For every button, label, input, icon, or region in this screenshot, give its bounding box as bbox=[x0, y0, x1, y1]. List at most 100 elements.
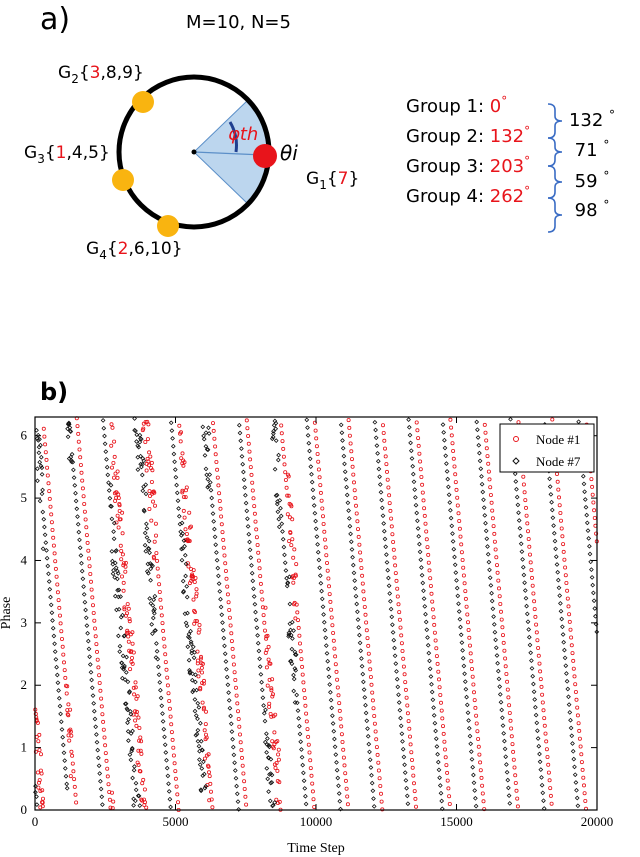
point-node-7 bbox=[136, 444, 142, 450]
point-node-1 bbox=[321, 522, 326, 527]
point-node-7 bbox=[66, 420, 72, 426]
point-node-1 bbox=[547, 778, 552, 783]
point-node-7 bbox=[336, 791, 342, 796]
point-node-7 bbox=[549, 499, 554, 505]
point-node-7 bbox=[57, 703, 63, 709]
point-node-1 bbox=[407, 726, 412, 731]
point-node-1 bbox=[447, 801, 452, 806]
point-node-7 bbox=[566, 702, 572, 707]
point-node-1 bbox=[561, 549, 566, 554]
point-node-7 bbox=[289, 661, 295, 667]
point-node-1 bbox=[118, 517, 123, 522]
point-node-1 bbox=[167, 706, 172, 711]
point-node-7 bbox=[497, 684, 503, 689]
point-node-1 bbox=[166, 691, 171, 696]
point-node-7 bbox=[80, 576, 86, 582]
point-node-1 bbox=[351, 472, 356, 477]
point-node-7 bbox=[562, 647, 567, 653]
point-node-7 bbox=[116, 633, 121, 639]
point-node-1 bbox=[283, 478, 288, 483]
point-node-7 bbox=[400, 739, 405, 744]
point-node-7 bbox=[255, 633, 260, 638]
point-node-1 bbox=[286, 493, 291, 498]
point-node-7 bbox=[37, 459, 43, 465]
point-node-1 bbox=[116, 496, 121, 501]
phi-angle-arc bbox=[228, 121, 238, 153]
point-node-7 bbox=[375, 451, 380, 456]
point-node-1 bbox=[170, 737, 175, 742]
point-node-7 bbox=[134, 439, 139, 444]
point-node-7 bbox=[138, 436, 144, 442]
point-node-1 bbox=[397, 610, 402, 615]
point-node-7 bbox=[557, 593, 563, 598]
point-node-7 bbox=[485, 551, 491, 557]
y-tick-label: 2 bbox=[21, 677, 28, 692]
point-node-1 bbox=[336, 693, 341, 698]
point-node-7 bbox=[413, 495, 418, 500]
point-node-1 bbox=[569, 635, 574, 640]
point-node-1 bbox=[164, 667, 169, 672]
point-node-7 bbox=[336, 783, 341, 789]
point-node-7 bbox=[330, 713, 335, 719]
point-node-7 bbox=[295, 708, 301, 713]
point-node-1 bbox=[298, 649, 303, 654]
point-node-1 bbox=[123, 560, 128, 565]
point-node-7 bbox=[305, 425, 310, 430]
point-node-7 bbox=[326, 666, 331, 672]
point-node-7 bbox=[117, 649, 123, 654]
point-node-7 bbox=[460, 648, 465, 653]
point-node-7 bbox=[175, 498, 181, 504]
point-node-1 bbox=[292, 547, 297, 552]
point-node-7 bbox=[48, 602, 54, 608]
point-node-1 bbox=[275, 739, 280, 744]
point-node-1 bbox=[439, 708, 444, 713]
point-node-7 bbox=[396, 692, 401, 698]
point-node-7 bbox=[539, 775, 544, 780]
point-node-7 bbox=[464, 702, 470, 708]
point-node-1 bbox=[401, 664, 406, 669]
point-node-1 bbox=[255, 542, 260, 547]
point-node-7 bbox=[408, 440, 413, 446]
point-node-1 bbox=[294, 562, 299, 567]
point-node-1 bbox=[484, 438, 489, 443]
point-node-1 bbox=[524, 513, 529, 518]
point-node-1 bbox=[375, 752, 380, 757]
point-node-7 bbox=[369, 772, 374, 778]
point-node-7 bbox=[413, 502, 419, 508]
point-node-1 bbox=[463, 596, 468, 601]
point-node-7 bbox=[159, 703, 165, 709]
point-node-7 bbox=[534, 720, 540, 726]
point-node-1 bbox=[192, 579, 197, 584]
point-node-1 bbox=[539, 684, 544, 689]
point-node-7 bbox=[391, 637, 397, 643]
point-node-1 bbox=[338, 716, 343, 721]
point-node-1 bbox=[144, 468, 149, 473]
point-node-1 bbox=[521, 482, 526, 487]
point-node-7 bbox=[535, 728, 540, 734]
point-node-1 bbox=[421, 498, 426, 503]
point-node-1 bbox=[350, 464, 355, 469]
point-node-1 bbox=[161, 628, 166, 633]
point-node-1 bbox=[409, 750, 414, 755]
point-node-7 bbox=[291, 628, 296, 633]
point-node-7 bbox=[137, 803, 143, 808]
point-node-1 bbox=[167, 698, 172, 703]
point-node-7 bbox=[201, 759, 206, 765]
point-node-1 bbox=[353, 503, 358, 508]
point-node-1 bbox=[43, 442, 48, 447]
point-node-7 bbox=[200, 424, 206, 430]
point-node-7 bbox=[120, 653, 126, 659]
point-node-7 bbox=[288, 632, 294, 638]
point-node-7 bbox=[462, 679, 468, 684]
point-node-7 bbox=[524, 611, 530, 617]
point-node-1 bbox=[202, 728, 207, 733]
point-node-7 bbox=[490, 606, 496, 612]
point-node-1 bbox=[244, 418, 249, 423]
point-node-7 bbox=[373, 435, 379, 441]
point-node-7 bbox=[246, 531, 252, 537]
point-node-7 bbox=[590, 582, 596, 588]
point-node-1 bbox=[110, 806, 115, 811]
point-node-7 bbox=[307, 448, 312, 454]
x-tick-label: 20000 bbox=[581, 814, 614, 829]
point-node-1 bbox=[521, 474, 526, 479]
